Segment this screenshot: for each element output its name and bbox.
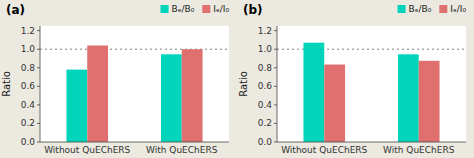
legend-label: Bₑ/B₀ [172, 4, 195, 14]
y-tick [37, 104, 40, 105]
y-tick-label: 0.2 [21, 118, 35, 128]
legend-swatch [202, 5, 210, 13]
bar [87, 45, 108, 142]
y-tick-label: 0.8 [258, 63, 273, 73]
panel: 0.0 0.2 0.4 0.6 0.8 1.0 1.2 Ratio Without QuEChE… [238, 3, 466, 155]
y-tick [274, 49, 277, 50]
x-axis [40, 142, 229, 143]
panel-title: (b) [243, 3, 263, 17]
y-tick-label: 1.2 [21, 26, 35, 36]
x-tick-label: Without QuEChERS [44, 145, 130, 155]
y-tick-label: 0.0 [258, 137, 273, 147]
bar [182, 49, 203, 142]
y-tick [37, 30, 40, 31]
figure: 0.0 0.2 0.4 0.6 0.8 1.0 1.2 Ratio Without QuEChE… [0, 0, 474, 158]
bar [161, 54, 182, 142]
legend-swatch [439, 5, 447, 13]
y-tick [274, 123, 277, 124]
y-tick [37, 67, 40, 68]
legend-label: Iₑ/I₀ [213, 4, 229, 14]
plot-area [277, 26, 466, 142]
x-axis [277, 142, 466, 143]
bar [66, 70, 87, 142]
x-tick-label: With QuEChERS [383, 145, 455, 155]
bar [303, 43, 324, 142]
marks [40, 45, 229, 142]
y-tick [274, 104, 277, 105]
bar [419, 61, 440, 142]
x-tick-label: Without QuEChERS [281, 145, 367, 155]
legend: Bₑ/B₀ Iₑ/I₀ [161, 4, 230, 14]
legend: Bₑ/B₀ Iₑ/I₀ [398, 4, 467, 14]
y-tick [37, 49, 40, 50]
y-axis [277, 26, 278, 142]
y-tick-label: 0.4 [21, 100, 36, 110]
legend-swatch [398, 5, 406, 13]
bar [324, 65, 345, 142]
y-tick [37, 86, 40, 87]
legend-label: Iₑ/I₀ [450, 4, 466, 14]
legend-swatch [161, 5, 169, 13]
y-tick-label: 0.0 [21, 137, 36, 147]
y-tick-label: 1.0 [21, 44, 36, 54]
y-tick-label: 0.6 [21, 81, 36, 91]
y-tick [37, 123, 40, 124]
y-axis [40, 26, 41, 142]
y-tick [37, 142, 40, 143]
legend-label: Bₑ/B₀ [409, 4, 432, 14]
y-tick-label: 1.0 [258, 44, 273, 54]
y-tick [274, 142, 277, 143]
panel: 0.0 0.2 0.4 0.6 0.8 1.0 1.2 Ratio Without QuEChE… [1, 3, 229, 155]
background [0, 0, 474, 158]
x-tick-label: With QuEChERS [146, 145, 218, 155]
y-tick [274, 86, 277, 87]
y-tick-label: 1.2 [258, 26, 272, 36]
y-tick [274, 67, 277, 68]
panel-title: (a) [6, 3, 25, 17]
y-axis-label: Ratio [238, 71, 249, 97]
y-tick-label: 0.2 [258, 118, 272, 128]
plot-area [40, 26, 229, 142]
y-tick-label: 0.6 [258, 81, 273, 91]
y-tick-label: 0.4 [258, 100, 273, 110]
y-tick-label: 0.8 [21, 63, 36, 73]
y-tick [274, 30, 277, 31]
marks [277, 43, 466, 142]
y-axis-label: Ratio [1, 71, 12, 97]
bar [398, 54, 419, 142]
